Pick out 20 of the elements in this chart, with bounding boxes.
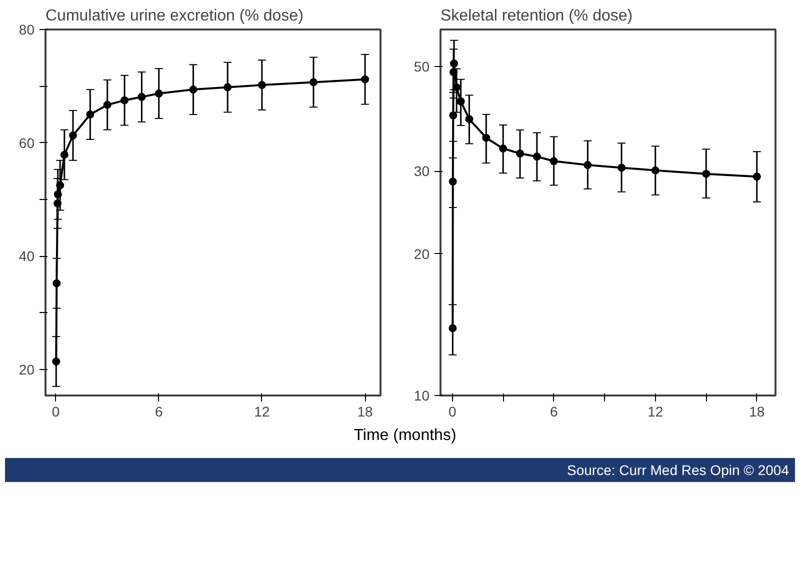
y-tick-label: 30: [414, 163, 430, 180]
x-tick-label: 18: [357, 404, 374, 420]
x-tick-label: 6: [154, 404, 163, 420]
x-tick-label: 12: [254, 404, 270, 420]
y-tick-label: 20: [18, 361, 35, 378]
x-axis-title: Time (months): [354, 426, 456, 446]
y-tick-label: 20: [414, 246, 430, 262]
y-tick-label: 80: [18, 22, 35, 38]
source-note: Source: Curr Med Res Opin © 2004: [567, 460, 789, 480]
x-tick-label: 6: [550, 404, 558, 420]
x-tick-label: 0: [448, 404, 456, 420]
chart-title: Cumulative urine excretion (% dose): [46, 8, 304, 24]
y-tick-label: 60: [18, 134, 35, 151]
x-tick-label: 12: [648, 404, 664, 420]
y-tick-label: 50: [414, 58, 430, 75]
y-tick-label: 40: [18, 248, 35, 264]
x-tick-label: 18: [749, 404, 765, 420]
y-tick-label: 10: [414, 388, 430, 404]
x-tick-label: 0: [52, 404, 60, 420]
chart-title: Skeletal retention (% dose): [440, 8, 633, 24]
